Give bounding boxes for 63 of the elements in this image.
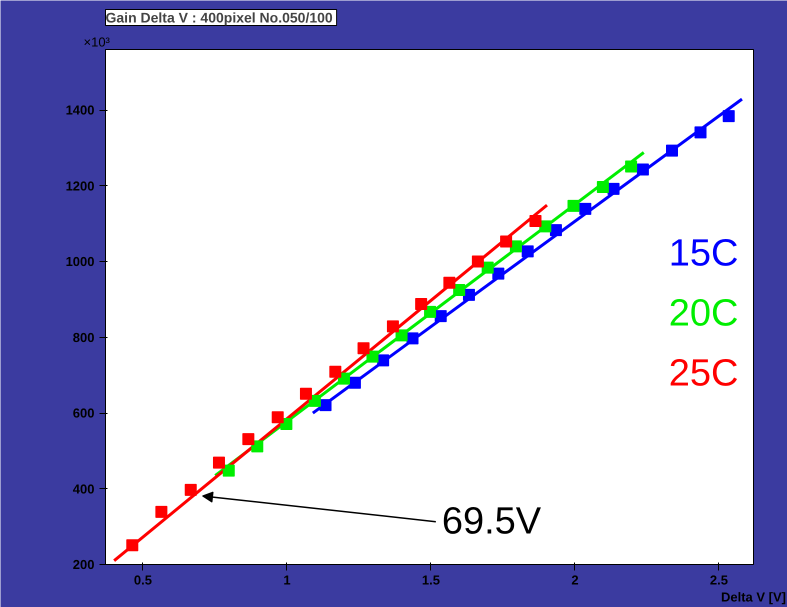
point	[242, 433, 254, 446]
x-tick-label: 0.5	[134, 572, 152, 588]
y-tick-label: 600	[72, 406, 95, 421]
y-tick-label: 400	[72, 481, 95, 496]
y-tick-label: 1200	[66, 178, 94, 194]
x-tick-label: 1.5	[422, 572, 440, 588]
point	[453, 284, 466, 296]
chart-title: Gain Delta V : 400pixel No.050/100	[106, 10, 333, 26]
y-tick-label: 200	[72, 557, 95, 572]
point	[396, 329, 408, 342]
point	[529, 215, 542, 228]
x-tick-label: 2.5	[710, 572, 728, 588]
point	[348, 376, 361, 389]
point	[539, 220, 552, 232]
point	[608, 182, 620, 195]
y-axis-title: ×10³	[84, 34, 111, 50]
point	[251, 440, 264, 452]
point	[320, 399, 332, 412]
point	[522, 245, 534, 258]
point	[636, 164, 649, 176]
point	[694, 126, 707, 138]
point	[596, 180, 609, 193]
point	[406, 332, 419, 344]
point	[358, 342, 370, 354]
y-tick-label: 1400	[66, 102, 94, 118]
point	[308, 394, 321, 407]
point	[272, 411, 284, 424]
y-tick-label: 1000	[66, 254, 94, 270]
point	[550, 224, 562, 236]
point	[126, 539, 138, 552]
text: 25C	[668, 352, 739, 394]
x-axis-title: Delta V [V]	[720, 590, 786, 604]
point	[415, 298, 428, 310]
point	[510, 240, 522, 252]
annotation: 69.5V	[442, 500, 542, 543]
text: 20C	[668, 292, 739, 334]
point	[625, 160, 638, 173]
point	[184, 484, 197, 496]
point	[568, 200, 580, 212]
point	[492, 268, 504, 280]
point	[579, 202, 592, 215]
point	[462, 288, 475, 301]
x-tick-label: 2	[571, 572, 579, 588]
point	[377, 354, 390, 366]
point	[155, 506, 168, 518]
x-tick-label: 1	[283, 572, 291, 588]
point	[443, 276, 456, 289]
point	[666, 144, 678, 157]
point	[424, 306, 436, 318]
point	[329, 366, 342, 378]
point	[280, 418, 292, 430]
point	[482, 262, 494, 274]
point	[212, 456, 225, 469]
point	[300, 388, 312, 400]
y-tick-label: 800	[72, 330, 95, 345]
point	[434, 310, 447, 322]
point	[386, 320, 399, 332]
series-label: 15C	[668, 232, 739, 274]
point	[222, 464, 235, 477]
point	[500, 235, 512, 248]
point	[366, 350, 378, 363]
point	[472, 256, 484, 268]
point	[722, 110, 735, 122]
